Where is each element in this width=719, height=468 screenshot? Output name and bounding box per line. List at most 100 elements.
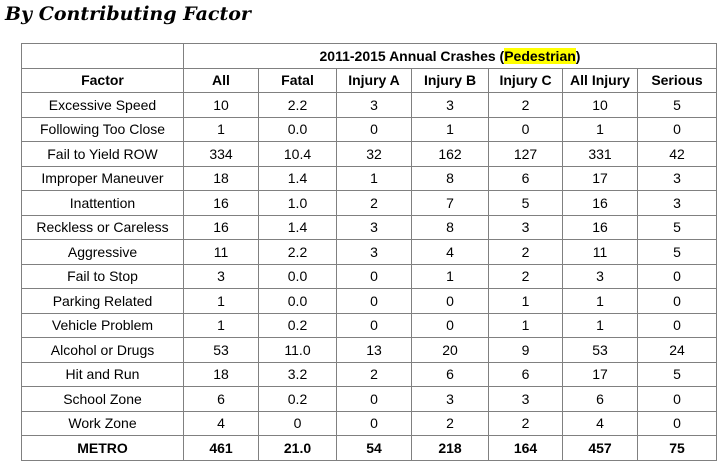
value-cell: 3 [488, 214, 563, 240]
value-cell: 9 [488, 337, 563, 363]
factor-cell: Parking Related [21, 288, 184, 314]
column-header: Injury B [411, 67, 489, 93]
total-value-cell: 457 [562, 435, 638, 461]
value-cell: 6 [488, 165, 563, 191]
column-header: Injury A [336, 67, 412, 93]
value-cell: 0 [336, 116, 412, 142]
value-cell: 331 [562, 141, 638, 167]
factor-cell: Aggressive [21, 239, 184, 265]
value-cell: 0.0 [258, 263, 337, 289]
factor-cell: Hit and Run [21, 361, 184, 387]
value-cell: 3 [411, 92, 489, 118]
value-cell: 5 [488, 190, 563, 216]
column-header: Fatal [258, 67, 337, 93]
value-cell: 2 [488, 92, 563, 118]
value-cell: 1 [336, 165, 412, 191]
value-cell: 1.4 [258, 214, 337, 240]
value-cell: 2 [336, 361, 412, 387]
value-cell: 1 [183, 312, 259, 338]
value-cell: 0 [637, 312, 717, 338]
value-cell: 6 [411, 361, 489, 387]
value-cell: 3 [562, 263, 638, 289]
value-cell: 16 [183, 214, 259, 240]
value-cell: 8 [411, 214, 489, 240]
value-cell: 18 [183, 165, 259, 191]
value-cell: 53 [183, 337, 259, 363]
value-cell: 0.0 [258, 288, 337, 314]
value-cell: 32 [336, 141, 412, 167]
value-cell: 2.2 [258, 239, 337, 265]
value-cell: 10 [562, 92, 638, 118]
table-row: Vehicle Problem 1 0.2 0 0 1 1 0 [21, 312, 717, 338]
value-cell: 0 [411, 288, 489, 314]
table-row: Following Too Close 1 0.0 0 1 0 1 0 [21, 116, 717, 142]
value-cell: 16 [562, 214, 638, 240]
factor-cell: Following Too Close [21, 116, 184, 142]
value-cell: 0 [637, 116, 717, 142]
value-cell: 1 [411, 263, 489, 289]
value-cell: 3 [183, 263, 259, 289]
value-cell: 0 [637, 386, 717, 412]
value-cell: 3 [336, 239, 412, 265]
factor-cell: Alcohol or Drugs [21, 337, 184, 363]
value-cell: 0 [336, 386, 412, 412]
value-cell: 1 [183, 288, 259, 314]
factor-cell: Vehicle Problem [21, 312, 184, 338]
value-cell: 3 [336, 92, 412, 118]
value-cell: 3 [488, 386, 563, 412]
value-cell: 5 [637, 239, 717, 265]
value-cell: 162 [411, 141, 489, 167]
value-cell: 1.4 [258, 165, 337, 191]
table-row: Fail to Yield ROW 334 10.4 32 162 127 331 42 [21, 141, 717, 167]
table-body: Excessive Speed 10 2.2 3 3 2 10 5 Following Too … [21, 92, 717, 461]
value-cell: 0 [637, 263, 717, 289]
table-row: Inattention 16 1.0 2 7 5 16 3 [21, 190, 717, 216]
value-cell: 0.2 [258, 312, 337, 338]
table-row: Fail to Stop 3 0.0 0 1 2 3 0 [21, 263, 717, 289]
total-label-cell: METRO [21, 435, 184, 461]
section-title: By Contributing Factor [5, 3, 251, 25]
value-cell: 1 [488, 312, 563, 338]
factor-cell: Reckless or Careless [21, 214, 184, 240]
table-row: Aggressive 11 2.2 3 4 2 11 5 [21, 239, 717, 265]
factor-cell: School Zone [21, 386, 184, 412]
table-row: Work Zone 4 0 0 2 2 4 0 [21, 410, 717, 436]
value-cell: 4 [411, 239, 489, 265]
column-header: Serious [637, 67, 717, 93]
value-cell: 17 [562, 361, 638, 387]
value-cell: 4 [183, 410, 259, 436]
value-cell: 17 [562, 165, 638, 191]
total-row: METRO 461 21.0 54 218 164 457 75 [21, 435, 717, 461]
value-cell: 2 [488, 410, 563, 436]
factor-cell: Improper Maneuver [21, 165, 184, 191]
super-header: 2011-2015 Annual Crashes (Pedestrian) [183, 43, 717, 69]
table-row: School Zone 6 0.2 0 3 3 6 0 [21, 386, 717, 412]
value-cell: 4 [562, 410, 638, 436]
column-header: Factor [21, 67, 184, 93]
table-row: Parking Related 1 0.0 0 0 1 1 0 [21, 288, 717, 314]
value-cell: 16 [562, 190, 638, 216]
factor-cell: Fail to Stop [21, 263, 184, 289]
value-cell: 0 [336, 288, 412, 314]
value-cell: 1 [488, 288, 563, 314]
value-cell: 0 [411, 312, 489, 338]
value-cell: 0.2 [258, 386, 337, 412]
value-cell: 0 [488, 116, 563, 142]
value-cell: 11.0 [258, 337, 337, 363]
column-header: Injury C [488, 67, 563, 93]
value-cell: 0 [336, 410, 412, 436]
column-header: All Injury [562, 67, 638, 93]
table-row: Hit and Run 18 3.2 2 6 6 17 5 [21, 361, 717, 387]
value-cell: 3 [637, 165, 717, 191]
value-cell: 1.0 [258, 190, 337, 216]
value-cell: 5 [637, 214, 717, 240]
value-cell: 0.0 [258, 116, 337, 142]
value-cell: 1 [562, 116, 638, 142]
value-cell: 3 [411, 386, 489, 412]
table-row: Excessive Speed 10 2.2 3 3 2 10 5 [21, 92, 717, 118]
total-value-cell: 461 [183, 435, 259, 461]
value-cell: 1 [562, 288, 638, 314]
value-cell: 2.2 [258, 92, 337, 118]
value-cell: 0 [336, 312, 412, 338]
value-cell: 6 [488, 361, 563, 387]
